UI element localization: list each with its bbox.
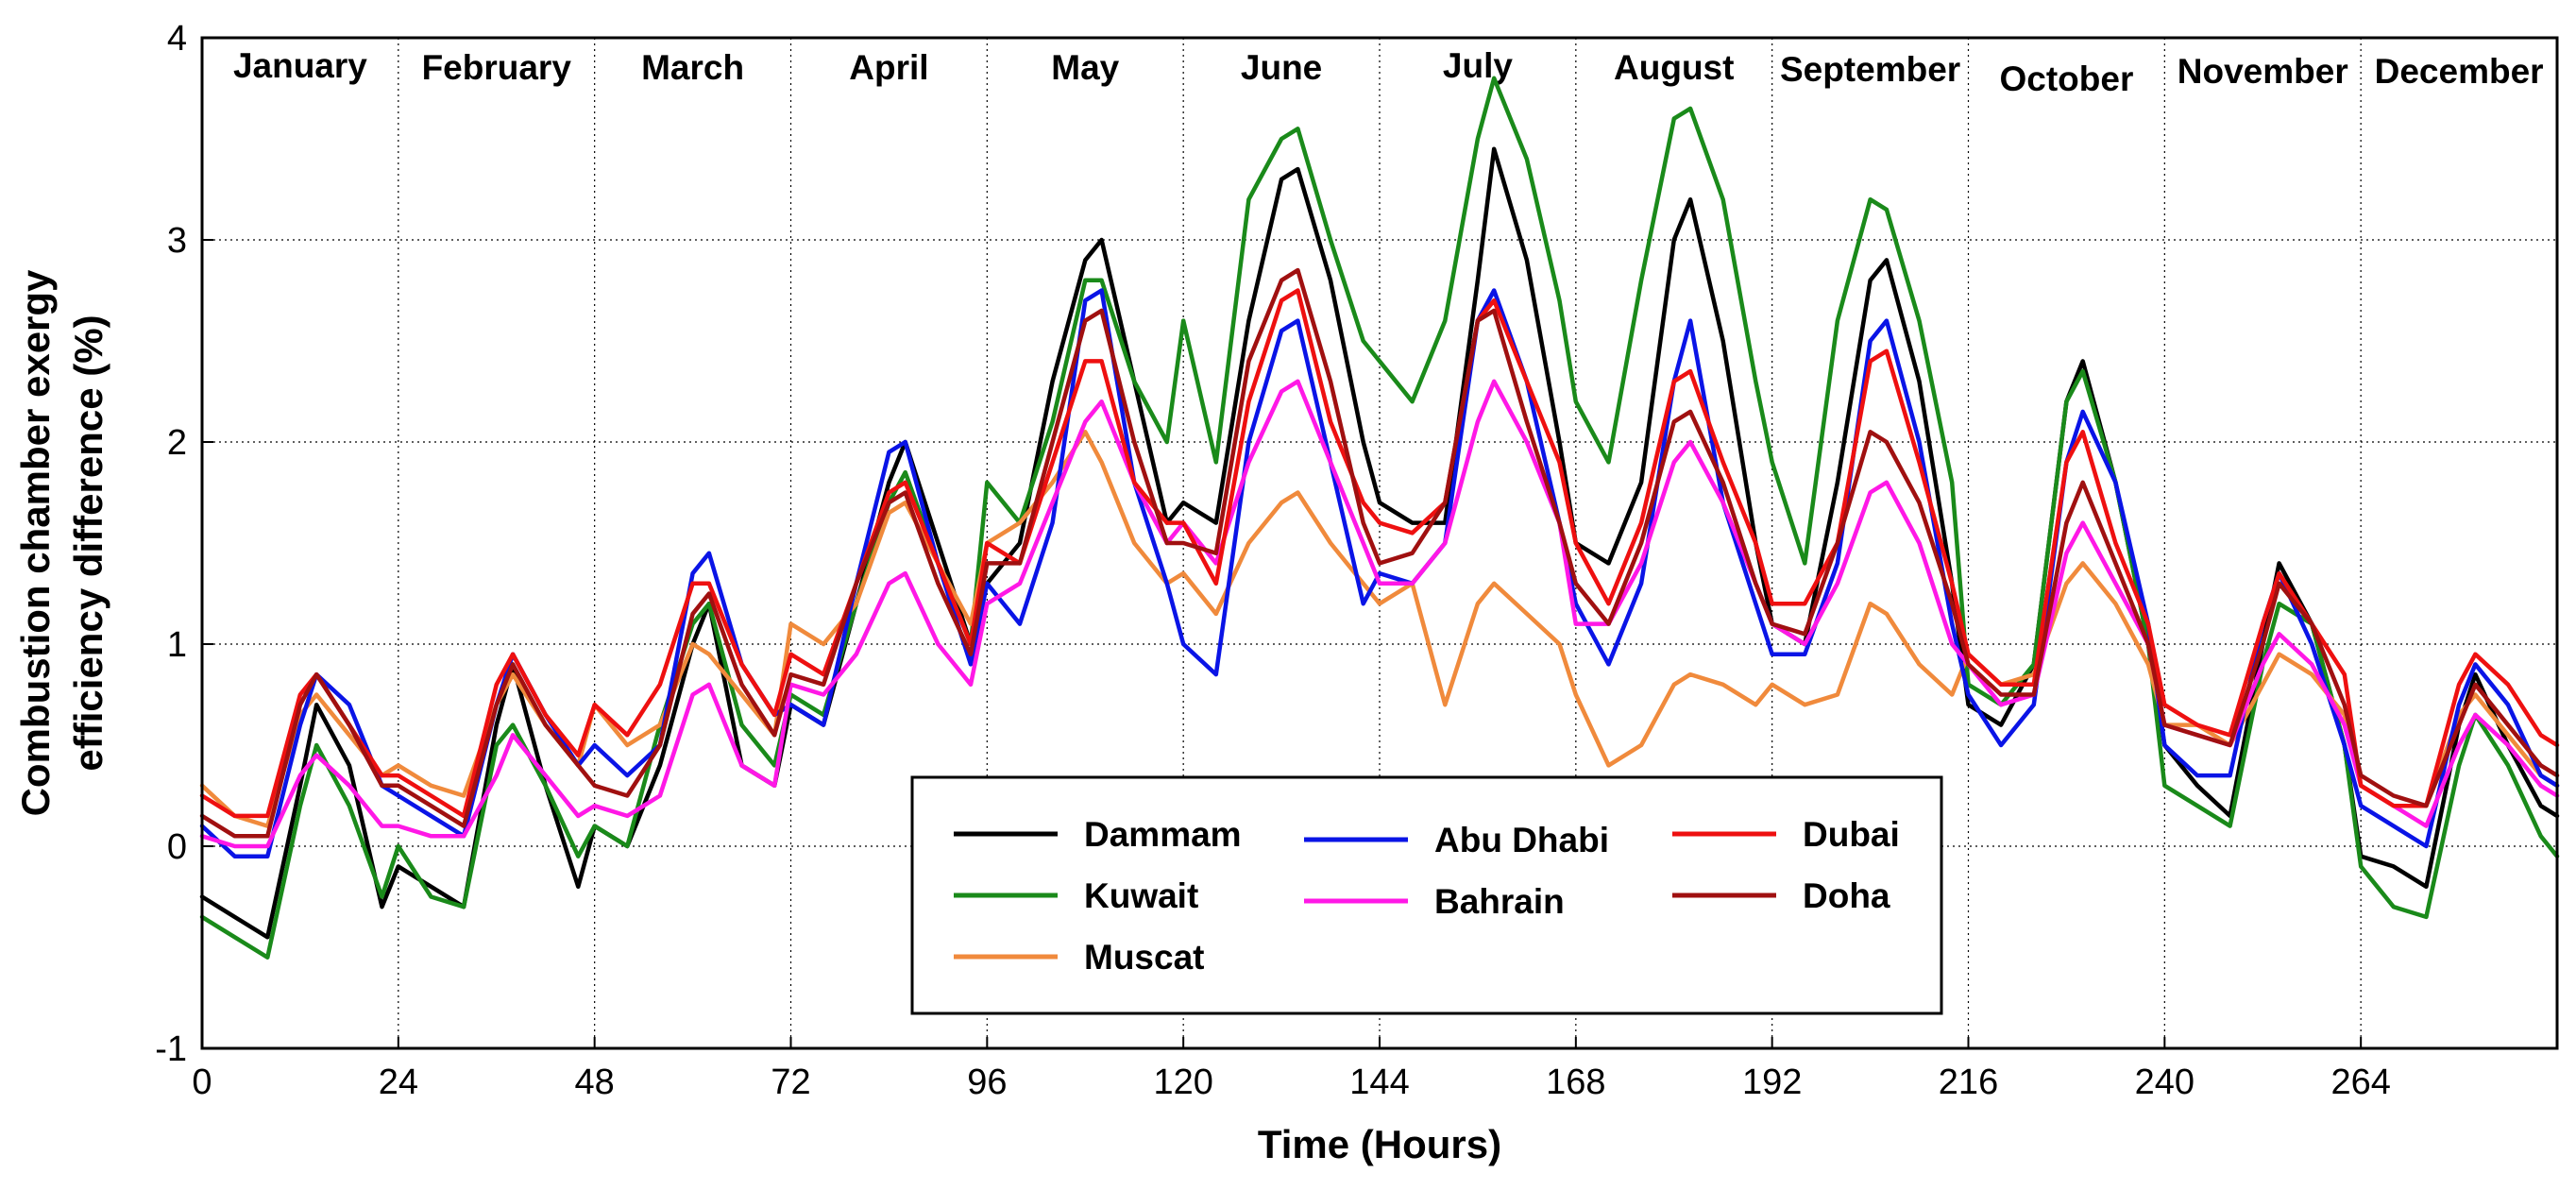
y-axis-title: Combustion chamber exergy efficiency dif… xyxy=(13,269,110,816)
x-tick-label: 48 xyxy=(575,1062,615,1102)
legend-label-doha: Doha xyxy=(1803,876,1890,915)
month-label-october: October xyxy=(1999,60,2133,98)
month-label-november: November xyxy=(2178,52,2348,91)
legend-label-dubai: Dubai xyxy=(1803,815,1900,854)
series-line-dubai xyxy=(199,288,2560,819)
y-tick-label: -1 xyxy=(155,1029,187,1069)
x-tick-label: 0 xyxy=(192,1062,212,1102)
series-layer xyxy=(199,76,2560,960)
month-label-march: March xyxy=(641,48,744,87)
x-tick-label: 120 xyxy=(1153,1062,1212,1102)
x-tick-label: 216 xyxy=(1939,1062,1998,1102)
legend-items: Dammam Kuwait Muscat Abu Dhabi Bahrain Dubai D… xyxy=(954,815,1900,977)
series-line-kuwait xyxy=(199,76,2560,960)
x-tick-label: 192 xyxy=(1742,1062,1802,1102)
series-line-doha xyxy=(199,267,2560,839)
month-label-january: January xyxy=(233,46,367,85)
x-tick-label: 24 xyxy=(379,1062,418,1102)
month-label-august: August xyxy=(1614,48,1734,87)
x-tick-label: 144 xyxy=(1349,1062,1409,1102)
x-tick-label: 240 xyxy=(2135,1062,2195,1102)
legend-box xyxy=(910,775,1943,1015)
legend-label-dammam: Dammam xyxy=(1084,815,1242,854)
month-label-june: June xyxy=(1241,48,1322,87)
x-axis-title: Time (Hours) xyxy=(1258,1122,1501,1166)
x-tick-label: 168 xyxy=(1546,1062,1605,1102)
legend-label-bahrain: Bahrain xyxy=(1434,882,1565,921)
month-layer: January February March April May June July Augu… xyxy=(233,38,2544,1048)
series-line-abu-dhabi xyxy=(199,288,2560,858)
y-axis-title-line-2: efficiency difference (%) xyxy=(66,314,110,771)
y-tick-label: 2 xyxy=(167,423,187,463)
x-tick-label: 72 xyxy=(771,1062,810,1102)
month-label-may: May xyxy=(1051,48,1119,87)
y-tick-label: 3 xyxy=(167,221,187,261)
x-tick-label: 96 xyxy=(967,1062,1007,1102)
legend-label-kuwait: Kuwait xyxy=(1084,876,1198,915)
legend: Dammam Kuwait Muscat Abu Dhabi Bahrain Dubai D… xyxy=(910,775,1943,1015)
y-tick-label: 0 xyxy=(167,827,187,867)
legend-label-muscat: Muscat xyxy=(1084,938,1204,977)
x-tick-label: 264 xyxy=(2330,1062,2390,1102)
y-axis-title-line-1: Combustion chamber exergy xyxy=(13,269,58,816)
month-label-april: April xyxy=(849,48,928,87)
month-label-july: July xyxy=(1443,46,1513,85)
month-label-december: December xyxy=(2375,52,2544,91)
month-label-february: February xyxy=(422,48,572,87)
y-tick-label: 1 xyxy=(167,625,187,665)
y-tick-label: 4 xyxy=(167,19,187,59)
month-label-september: September xyxy=(1780,50,1960,89)
legend-label-abu-dhabi: Abu Dhabi xyxy=(1434,821,1609,859)
